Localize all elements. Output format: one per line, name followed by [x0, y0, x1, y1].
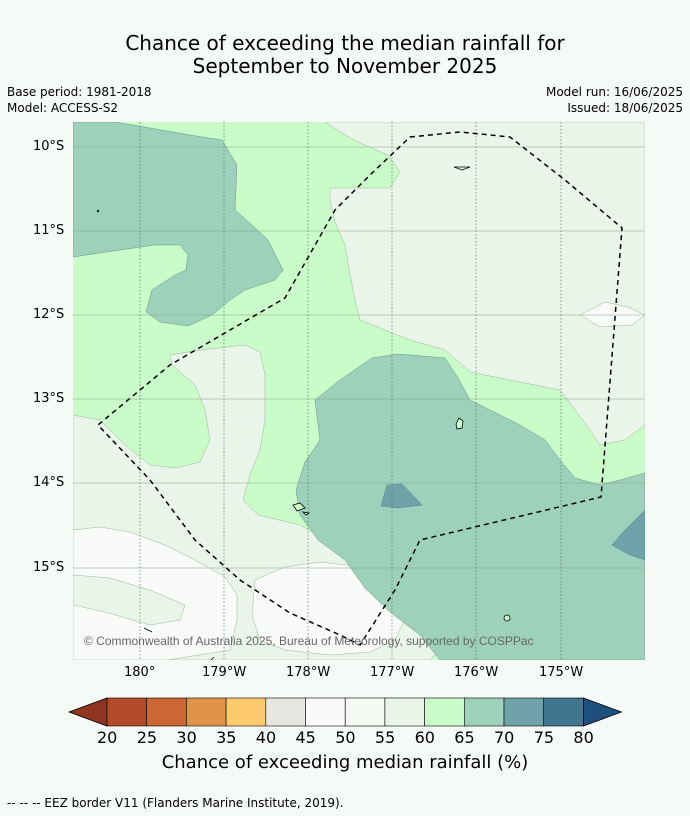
colorbar-segment	[186, 697, 227, 727]
lat-label-10s: 10°S	[33, 139, 65, 154]
zone-central-dark-teal	[380, 483, 423, 509]
colorbar-segment	[265, 697, 306, 727]
zone-east-white	[579, 301, 645, 328]
colorbar	[67, 697, 623, 727]
model-name: Model: ACCESS-S2	[7, 101, 119, 115]
issued-date: Issued: 18/06/2025	[567, 101, 683, 115]
colorbar-label: Chance of exceeding median rainfall (%)	[161, 752, 529, 773]
zone-northeast	[324, 122, 645, 446]
colorbar-segment	[424, 697, 465, 727]
island	[453, 166, 471, 171]
lon-label-176w: 176°W	[454, 665, 499, 680]
lat-label-13s: 13°S	[33, 391, 65, 406]
lon-label-175w: 175°W	[539, 665, 584, 680]
colorbar-arrow-right	[583, 697, 623, 727]
island	[96, 209, 100, 213]
base-period: Base period: 1981-2018	[7, 85, 152, 99]
zone-central-teal	[295, 353, 645, 660]
colorbar-segment	[146, 697, 187, 727]
island	[210, 656, 215, 660]
zone-northwest-teal	[73, 122, 284, 327]
colorbar-tick-label: 35	[216, 728, 237, 747]
island	[455, 417, 464, 430]
colorbar-segment	[463, 697, 505, 727]
island	[503, 614, 511, 622]
colorbar-tick-label: 25	[136, 728, 158, 747]
lat-label-15s: 15°S	[33, 560, 65, 575]
island	[292, 502, 306, 512]
map-title-line1: Chance of exceeding the median rainfall …	[125, 31, 565, 55]
islands	[96, 166, 511, 660]
zone-southwest-inner	[73, 574, 186, 626]
colorbar-segment	[344, 697, 386, 727]
colorbar-tick-label: 30	[176, 728, 197, 747]
colorbar-tick-label: 55	[374, 728, 396, 747]
colorbar-segment	[305, 697, 346, 727]
lat-label-11s: 11°S	[33, 223, 65, 238]
latitude-gridlines	[73, 146, 645, 569]
colorbar-segment	[384, 697, 425, 727]
model-run: Model run: 16/06/2025	[545, 85, 683, 99]
zone-east-dark-teal	[611, 509, 645, 561]
colorbar-tick-label: 65	[454, 728, 475, 747]
lon-label-180: 180°	[124, 665, 156, 680]
colorbar-tick-label: 50	[335, 728, 356, 747]
colorbar-tick-label: 20	[97, 728, 118, 747]
colorbar-tick-label: 45	[295, 728, 316, 747]
island	[301, 511, 311, 516]
colorbar-tick-label: 40	[255, 728, 277, 747]
colorbar-tick-label: 70	[494, 728, 515, 747]
eez-footnote: -- -- -- EEZ border V11 (Flanders Marine…	[7, 796, 344, 810]
colorbar-tick-label: 60	[414, 728, 435, 747]
copyright-note: © Commonwealth of Australia 2025, Bureau…	[84, 634, 534, 648]
colorbar-arrow-left	[67, 697, 108, 727]
lat-label-12s: 12°S	[33, 307, 65, 322]
island	[143, 627, 153, 633]
colorbar-tick-label: 75	[533, 728, 555, 747]
colorbar-segment	[543, 697, 584, 727]
colorbar-segment	[503, 697, 545, 727]
lon-label-179w: 179°W	[202, 665, 247, 680]
colorbar-tick-label: 80	[573, 728, 594, 747]
lon-label-177w: 177°W	[370, 665, 415, 680]
colorbar-segment	[106, 697, 148, 727]
lat-label-14s: 14°S	[33, 475, 65, 490]
longitude-gridlines	[139, 122, 562, 660]
map-title-line2: September to November 2025	[192, 54, 498, 78]
lon-label-178w: 178°W	[286, 665, 331, 680]
colorbar-segment	[225, 697, 267, 727]
